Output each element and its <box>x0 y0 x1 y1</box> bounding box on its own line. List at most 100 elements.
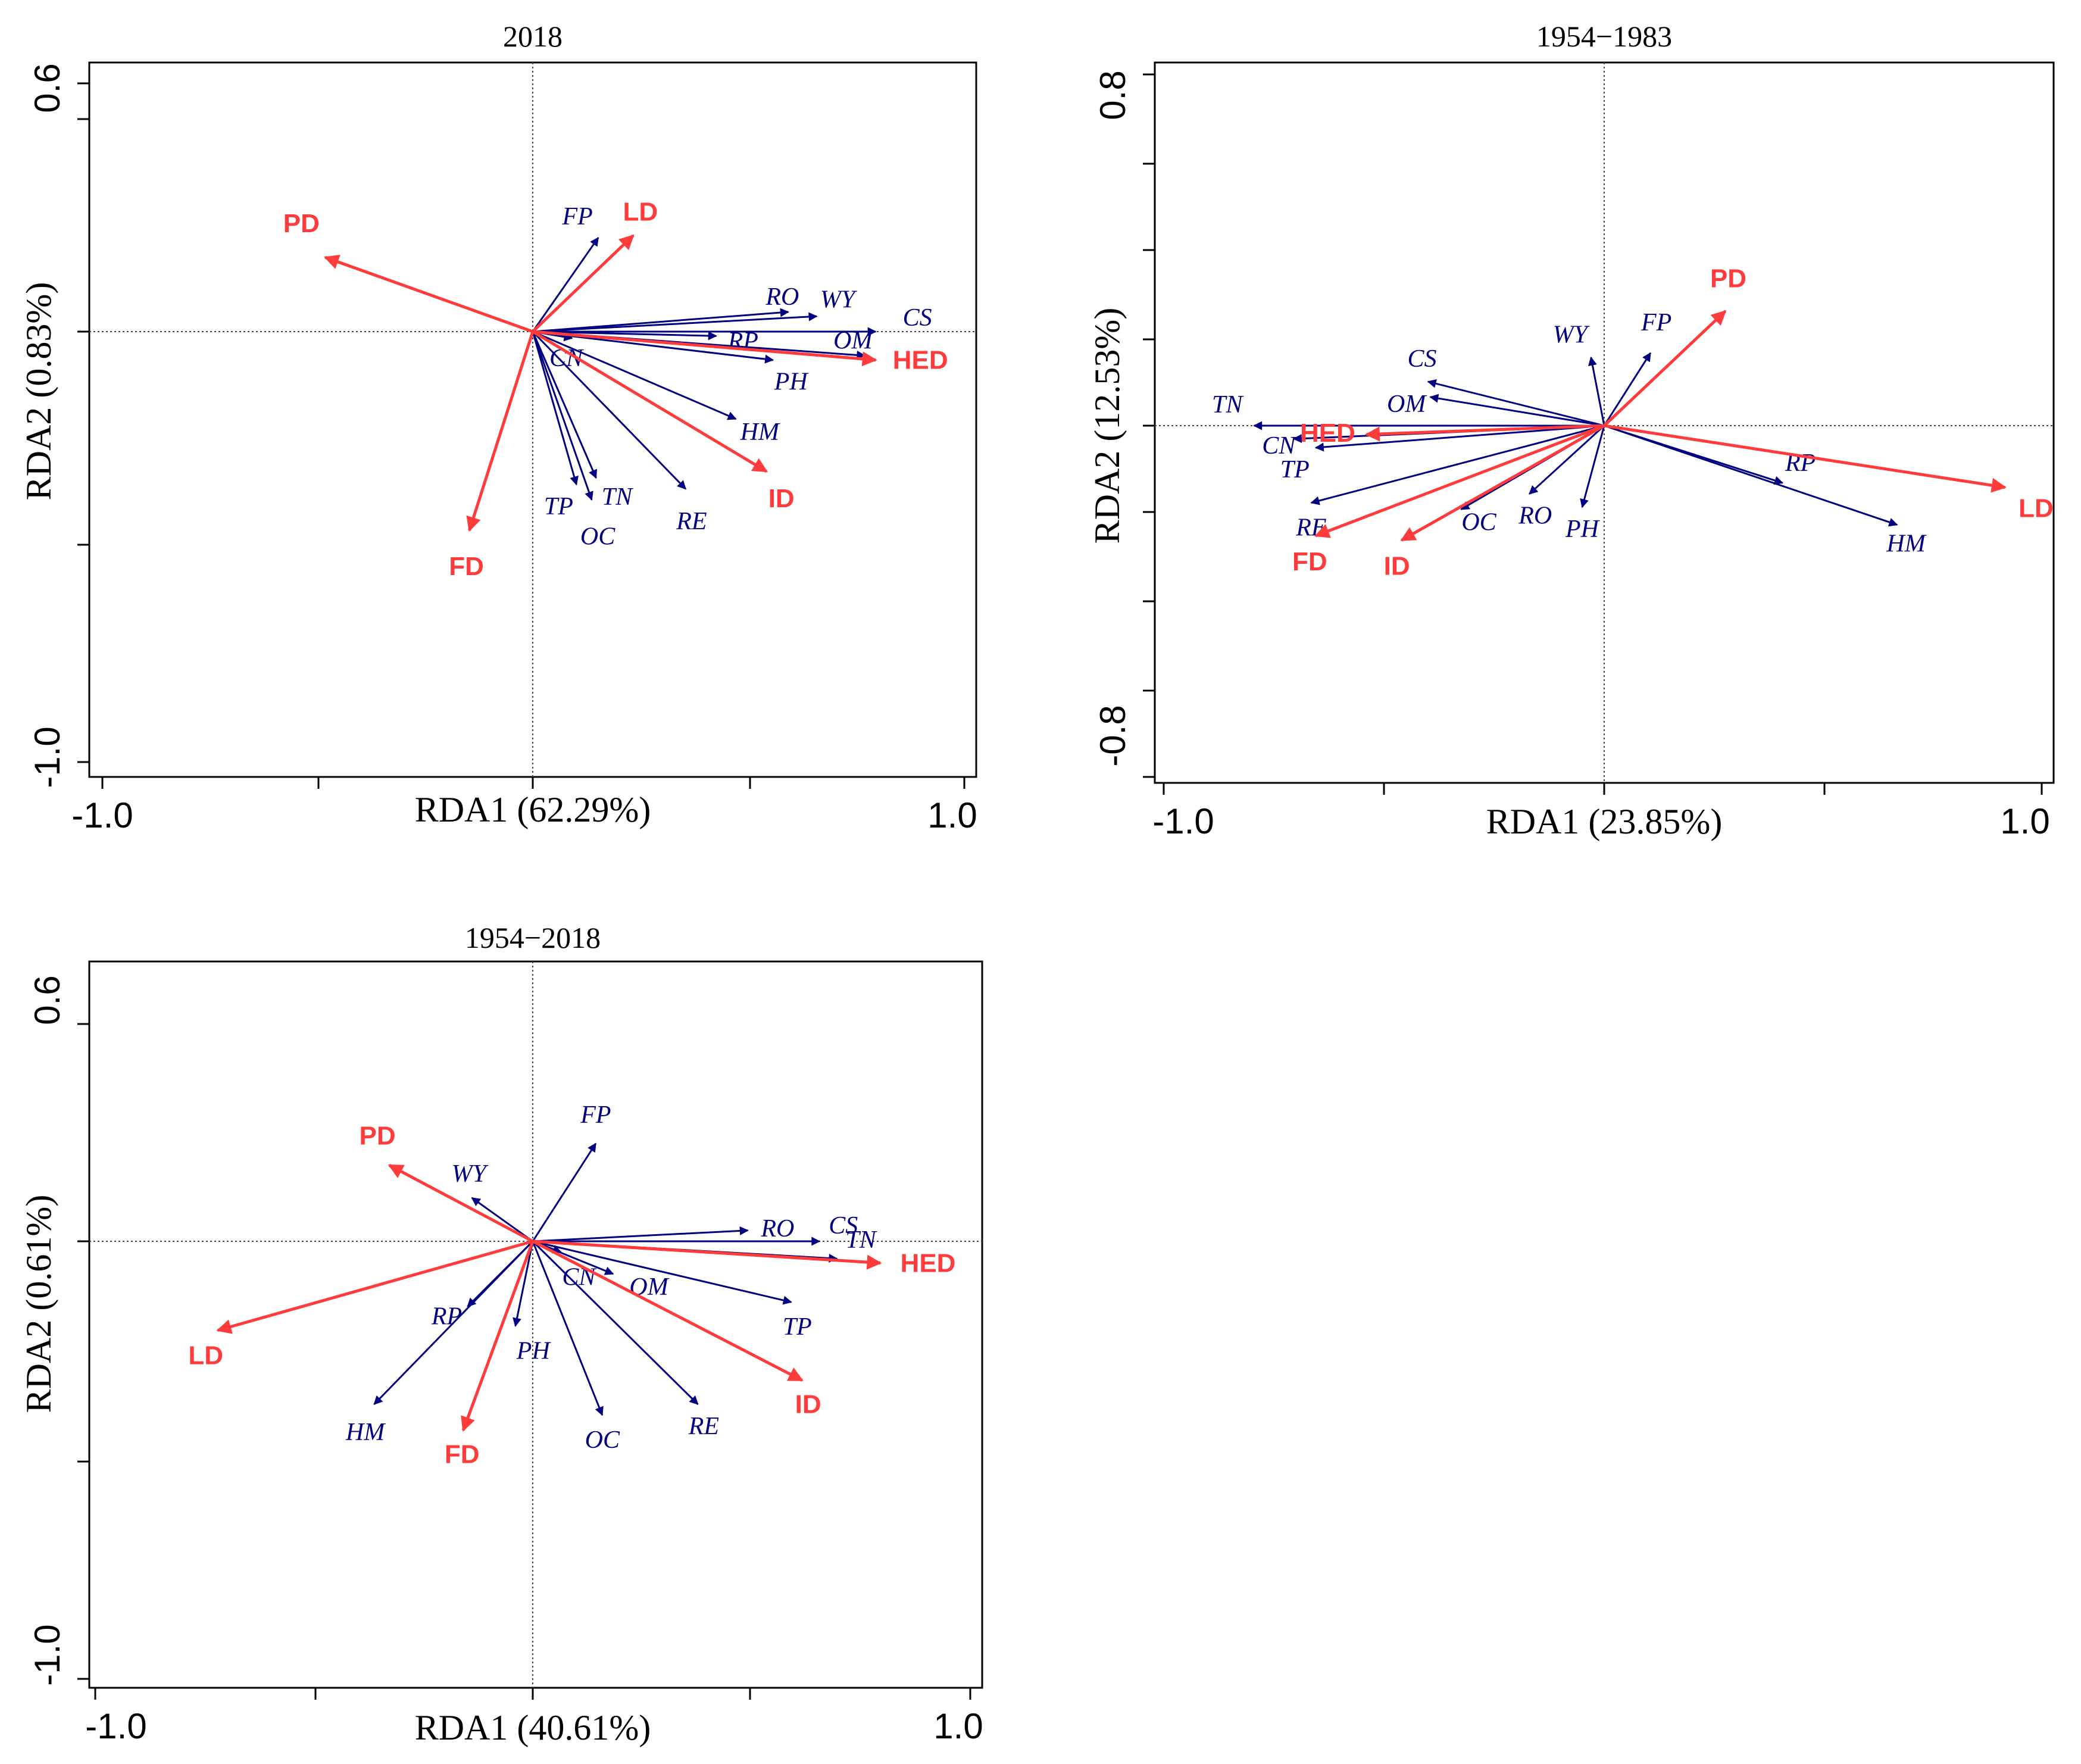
env-vector-re <box>532 1240 699 1405</box>
env-label-tp: TP <box>1280 456 1310 483</box>
env-label-hm: HM <box>1886 530 1926 558</box>
env-label-cs: CS <box>829 1212 858 1240</box>
response-vector-fd <box>466 331 535 532</box>
response-label-pd: PD <box>1710 264 1746 294</box>
response-vector-ld <box>532 234 635 333</box>
env-label-oc: OC <box>1461 509 1496 536</box>
env-label-ro: RO <box>760 1215 794 1242</box>
env-vector-wy <box>471 1197 533 1242</box>
response-vector-hed <box>532 1240 882 1270</box>
env-vector-ro <box>532 308 789 333</box>
x-tick-label: 1.0 <box>933 1706 983 1746</box>
env-vector-om <box>1429 394 1605 427</box>
env-vector-ro <box>532 1226 749 1242</box>
x-tick-label: -1.0 <box>71 795 133 835</box>
env-vector-tp <box>532 1240 792 1305</box>
env-label-wy: WY <box>452 1160 489 1188</box>
response-label-fd: FD <box>1292 547 1327 576</box>
env-label-wy: WY <box>1553 321 1591 348</box>
x-tick-label: 1.0 <box>2000 801 2049 841</box>
response-vector-id <box>532 330 768 473</box>
env-vector-wy <box>532 312 818 333</box>
env-vector-hm <box>373 1240 534 1405</box>
env-label-rp: RP <box>431 1303 462 1331</box>
response-vector-pd <box>388 1164 534 1243</box>
env-vector-fp <box>532 236 599 332</box>
response-vector-hed <box>1364 424 1605 442</box>
env-label-om: OM <box>1387 391 1427 418</box>
response-vector-id <box>532 1240 804 1382</box>
panel-title: 1954−1983 <box>1536 20 1672 53</box>
env-vector-tp <box>1314 424 1605 452</box>
env-label-re: RE <box>688 1413 719 1440</box>
env-label-tp: TP <box>544 493 573 520</box>
biplot-panel-1: -1.0 1.0 0.6 -1.0 RDA1 (62.29%) RDA2 (0.83%) 2… <box>19 20 977 835</box>
env-label-cs: CS <box>1407 345 1436 373</box>
env-label-cs: CS <box>903 304 932 332</box>
x-tick-label: -1.0 <box>1152 801 1214 841</box>
env-label-hm: HM <box>345 1419 386 1446</box>
y-tick-label: -0.8 <box>1093 705 1133 766</box>
panel-title: 1954−2018 <box>465 921 601 954</box>
env-label-wy: WY <box>820 286 858 313</box>
x-axis-label: RDA1 (23.85%) <box>1486 802 1723 841</box>
env-vector-rp <box>532 330 717 341</box>
y-axis-label: RDA2 (0.83%) <box>19 282 58 501</box>
response-label-ld: LD <box>2018 494 2054 523</box>
response-label-pd: PD <box>360 1121 396 1150</box>
env-label-tp: TP <box>783 1313 812 1341</box>
y-axis-label: RDA2 (12.53%) <box>1088 308 1127 544</box>
response-vector-fd <box>1314 424 1605 538</box>
response-label-hed: HED <box>893 346 948 375</box>
env-label-cn: CN <box>1262 432 1296 460</box>
y-tick-label: 0.6 <box>27 63 67 113</box>
response-vector-ld <box>216 1240 533 1334</box>
response-label-id: ID <box>768 484 795 513</box>
env-vector-oc <box>532 1241 604 1416</box>
response-vector-id <box>1400 424 1605 542</box>
response-label-hed: HED <box>1300 419 1355 448</box>
env-label-re: RE <box>676 508 707 535</box>
y-axis-label: RDA2 (0.61%) <box>19 1195 58 1413</box>
y-tick-label: -1.0 <box>27 726 67 788</box>
response-vector-ld <box>1604 424 2007 493</box>
response-label-fd: FD <box>449 552 484 581</box>
x-axis-label: RDA1 (62.29%) <box>415 790 651 829</box>
env-vector-ph <box>1580 425 1605 508</box>
panel-title: 2018 <box>503 20 563 53</box>
env-label-hm: HM <box>740 419 780 446</box>
response-vector-pd <box>1603 310 1727 427</box>
env-label-ph: PH <box>774 369 810 396</box>
env-label-tn: TN <box>1212 391 1243 419</box>
env-label-re: RE <box>1295 514 1326 542</box>
env-vector-re <box>532 330 686 490</box>
env-label-ro: RO <box>765 283 799 311</box>
env-vector-re <box>1310 424 1605 505</box>
biplot-panel-3: -1.0 1.0 0.6 -1.0 RDA1 (40.61%) RDA2 (0.61%) 1… <box>19 921 983 1747</box>
plot-frame <box>88 960 983 1689</box>
env-label-tn: TN <box>602 483 633 511</box>
y-tick-label: -1.0 <box>27 1624 67 1685</box>
env-vector-fp <box>1603 352 1651 426</box>
env-label-fp: FP <box>580 1101 611 1129</box>
env-label-ph: PH <box>1565 516 1601 543</box>
env-label-ro: RO <box>1518 502 1552 530</box>
y-tick-label: 0.8 <box>1093 70 1133 120</box>
biplot-panel-2: -1.0 1.0 0.8 -0.8 RDA1 (23.85%) RDA2 (12.53%)… <box>1088 20 2055 841</box>
env-vector-tn <box>532 331 597 479</box>
response-label-fd: FD <box>445 1440 480 1469</box>
env-label-ph: PH <box>516 1337 552 1365</box>
response-label-ld: LD <box>188 1341 223 1370</box>
env-vector-hm <box>1604 424 1898 527</box>
env-label-fp: FP <box>1641 309 1671 336</box>
env-vector-cs <box>1427 379 1605 427</box>
env-vector-oc <box>532 331 593 501</box>
response-label-pd: PD <box>283 209 320 238</box>
env-label-oc: OC <box>580 523 615 551</box>
env-label-om: OM <box>833 327 873 354</box>
x-tick-label: -1.0 <box>85 1706 146 1746</box>
env-vector-ro <box>1529 424 1605 495</box>
env-vector-tp <box>532 331 579 486</box>
y-tick-label: 0.6 <box>27 975 67 1025</box>
